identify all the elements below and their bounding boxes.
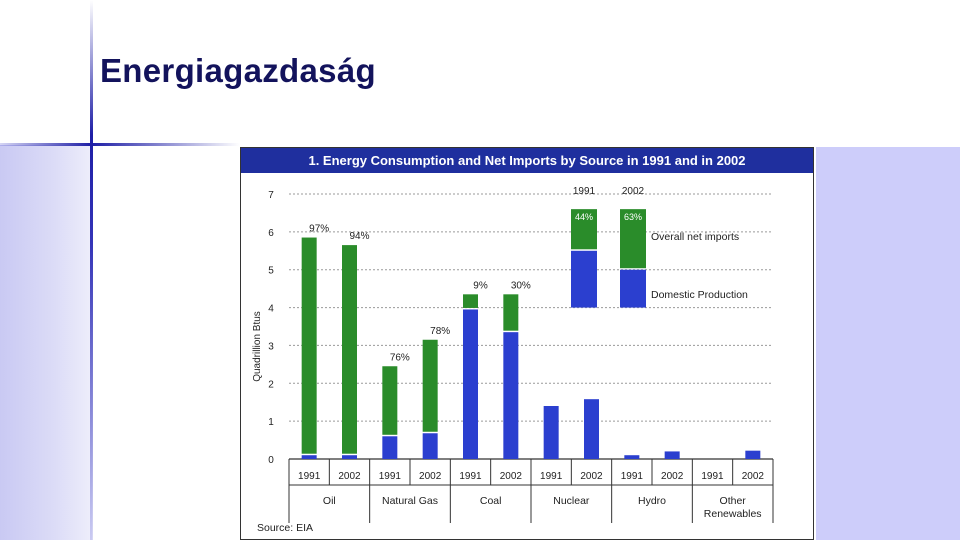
slide-right-band: [816, 147, 960, 540]
legend-sample-imports: [620, 209, 646, 269]
x-category-label: Hydro: [638, 495, 666, 507]
bar-domestic-hydro-1991: [624, 455, 640, 459]
x-year-label: 1991: [298, 471, 321, 482]
x-year-label: 2002: [419, 471, 442, 482]
legend-domestic-label: Domestic Production: [651, 289, 748, 301]
x-year-label: 2002: [338, 471, 361, 482]
x-year-label: 2002: [500, 471, 523, 482]
y-tick-label: 0: [268, 455, 274, 466]
slide-vertical-rule: [90, 0, 93, 540]
x-year-label: 1991: [621, 471, 644, 482]
bar-domestic-nuclear-1991: [543, 406, 559, 459]
source-note: Source: EIA: [257, 522, 313, 534]
bar-domestic-natural-gas-2002: [422, 433, 438, 459]
legend-year-label: 1991: [573, 186, 596, 197]
bar-imports-oil-2002: [342, 245, 357, 454]
percent-label: 94%: [349, 231, 369, 242]
y-tick-label: 1: [268, 417, 274, 428]
x-year-label: 1991: [701, 471, 724, 482]
x-category-label: Coal: [480, 495, 502, 507]
x-year-label: 1991: [459, 471, 482, 482]
y-tick-label: 7: [268, 190, 274, 201]
y-tick-label: 6: [268, 228, 274, 239]
legend-sample-imports: [571, 209, 597, 250]
bar-imports-coal-2002: [503, 294, 519, 331]
x-category-label: Renewables: [704, 508, 762, 520]
slide-horizontal-rule: [0, 143, 240, 146]
x-year-label: 1991: [540, 471, 563, 482]
y-tick-label: 3: [268, 341, 274, 352]
x-category-label: Other: [720, 495, 747, 507]
x-category-label: Oil: [323, 495, 336, 507]
legend-imports-label: Overall net imports: [651, 231, 739, 243]
y-tick-label: 5: [268, 266, 274, 277]
percent-label: 30%: [511, 280, 531, 291]
legend-year-label: 2002: [622, 186, 645, 197]
percent-label: 9%: [473, 280, 488, 291]
bar-domestic-coal-1991: [463, 309, 478, 459]
percent-label: 97%: [309, 224, 329, 235]
x-year-label: 2002: [742, 471, 765, 482]
y-axis-label: Quadrillion Btus: [252, 311, 263, 382]
bar-imports-natural-gas-1991: [382, 366, 398, 435]
percent-label: 78%: [430, 326, 450, 337]
legend-percent-label: 44%: [575, 212, 593, 222]
legend-percent-label: 63%: [624, 212, 642, 222]
bar-imports-oil-1991: [301, 237, 317, 454]
percent-label: 76%: [390, 352, 410, 363]
slide-title: Energiagazdaság: [100, 52, 376, 89]
legend-sample-domestic: [620, 269, 646, 308]
y-tick-label: 2: [268, 379, 274, 390]
bar-domestic-hydro-2002: [664, 451, 680, 459]
legend-sample-domestic: [571, 250, 597, 308]
x-year-label: 2002: [661, 471, 684, 482]
y-tick-label: 4: [268, 304, 274, 315]
x-year-label: 1991: [379, 471, 402, 482]
x-category-label: Natural Gas: [382, 495, 438, 507]
bar-domestic-oil-2002: [342, 455, 357, 459]
energy-chart: 0 1 2 3 4 5 6 7 Quadrillion Btus 97% 1991 94% 2002 Oi…: [252, 186, 774, 534]
x-category-label: Nuclear: [553, 495, 590, 507]
chart-panel: 0 1 2 3 4 5 6 7 Quadrillion Btus 97% 1991 94% 2002 Oi…: [240, 147, 814, 540]
bar-imports-coal-1991: [463, 294, 478, 308]
chart-title: 1. Energy Consumption and Net Imports by…: [241, 148, 813, 173]
bar-domestic-oil-1991: [301, 455, 317, 459]
bar-domestic-natural-gas-1991: [382, 436, 398, 459]
slide-left-band: [0, 145, 92, 540]
bar-domestic-coal-2002: [503, 332, 519, 459]
bar-domestic-other-renewables-2002: [745, 450, 761, 459]
bar-imports-natural-gas-2002: [422, 339, 438, 432]
x-year-label: 2002: [580, 471, 603, 482]
bar-domestic-nuclear-2002: [584, 399, 599, 459]
